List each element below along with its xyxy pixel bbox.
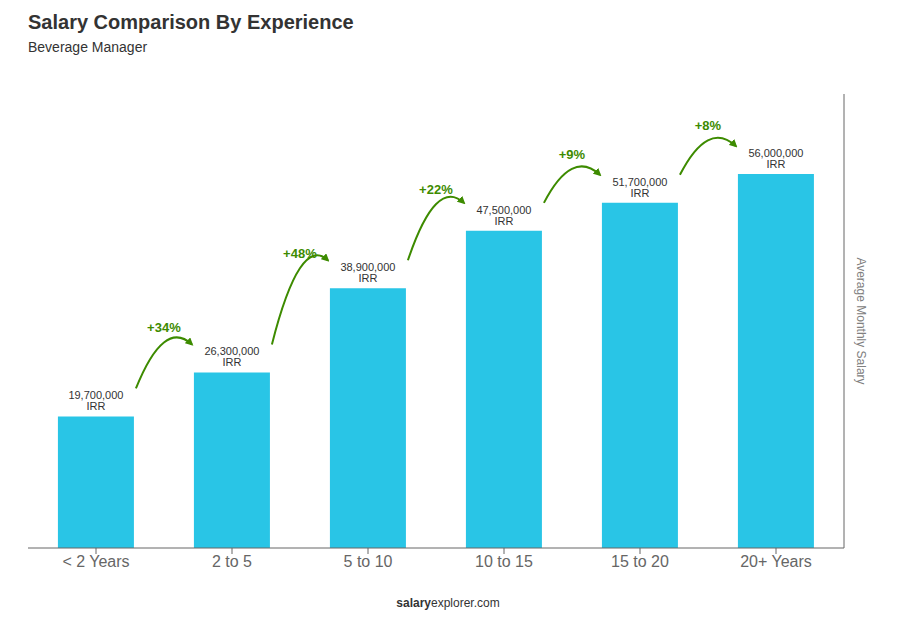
svg-text:26,300,000IRR: 26,300,000IRR <box>204 345 259 368</box>
svg-text:38,900,000IRR: 38,900,000IRR <box>340 261 395 284</box>
svg-text:51,700,000IRR: 51,700,000IRR <box>612 176 667 199</box>
svg-text:+48%: +48% <box>283 246 317 261</box>
html-text:salary explorer.com: salary explorer.com <box>396 596 500 610</box>
svg-text:+8%: +8% <box>695 118 722 133</box>
svg-text:+9%: +9% <box>559 147 586 162</box>
svg-text:Average Monthly Salary: Average Monthly Salary <box>854 257 868 384</box>
svg-text:2 to 5: 2 to 5 <box>212 553 252 570</box>
svg-text:56,000,000IRR: 56,000,000IRR <box>748 147 803 170</box>
svg-text:+22%: +22% <box>419 182 453 197</box>
html-text:Salary Comparison By Experienc: Salary Comparison By Experience <box>28 11 354 33</box>
svg-text:47,500,000IRR: 47,500,000IRR <box>476 204 531 227</box>
svg-text:5 to 10: 5 to 10 <box>344 553 393 570</box>
svg-text:19,700,000IRR: 19,700,000IRR <box>68 389 123 412</box>
svg-text:< 2 Years: < 2 Years <box>62 553 129 570</box>
svg-text:20+ Years: 20+ Years <box>740 553 812 570</box>
svg-text:10 to 15: 10 to 15 <box>475 553 533 570</box>
svg-text:15 to 20: 15 to 20 <box>611 553 669 570</box>
svg-text:+34%: +34% <box>147 320 181 335</box>
html-text:Beverage Manager: Beverage Manager <box>28 39 148 55</box>
